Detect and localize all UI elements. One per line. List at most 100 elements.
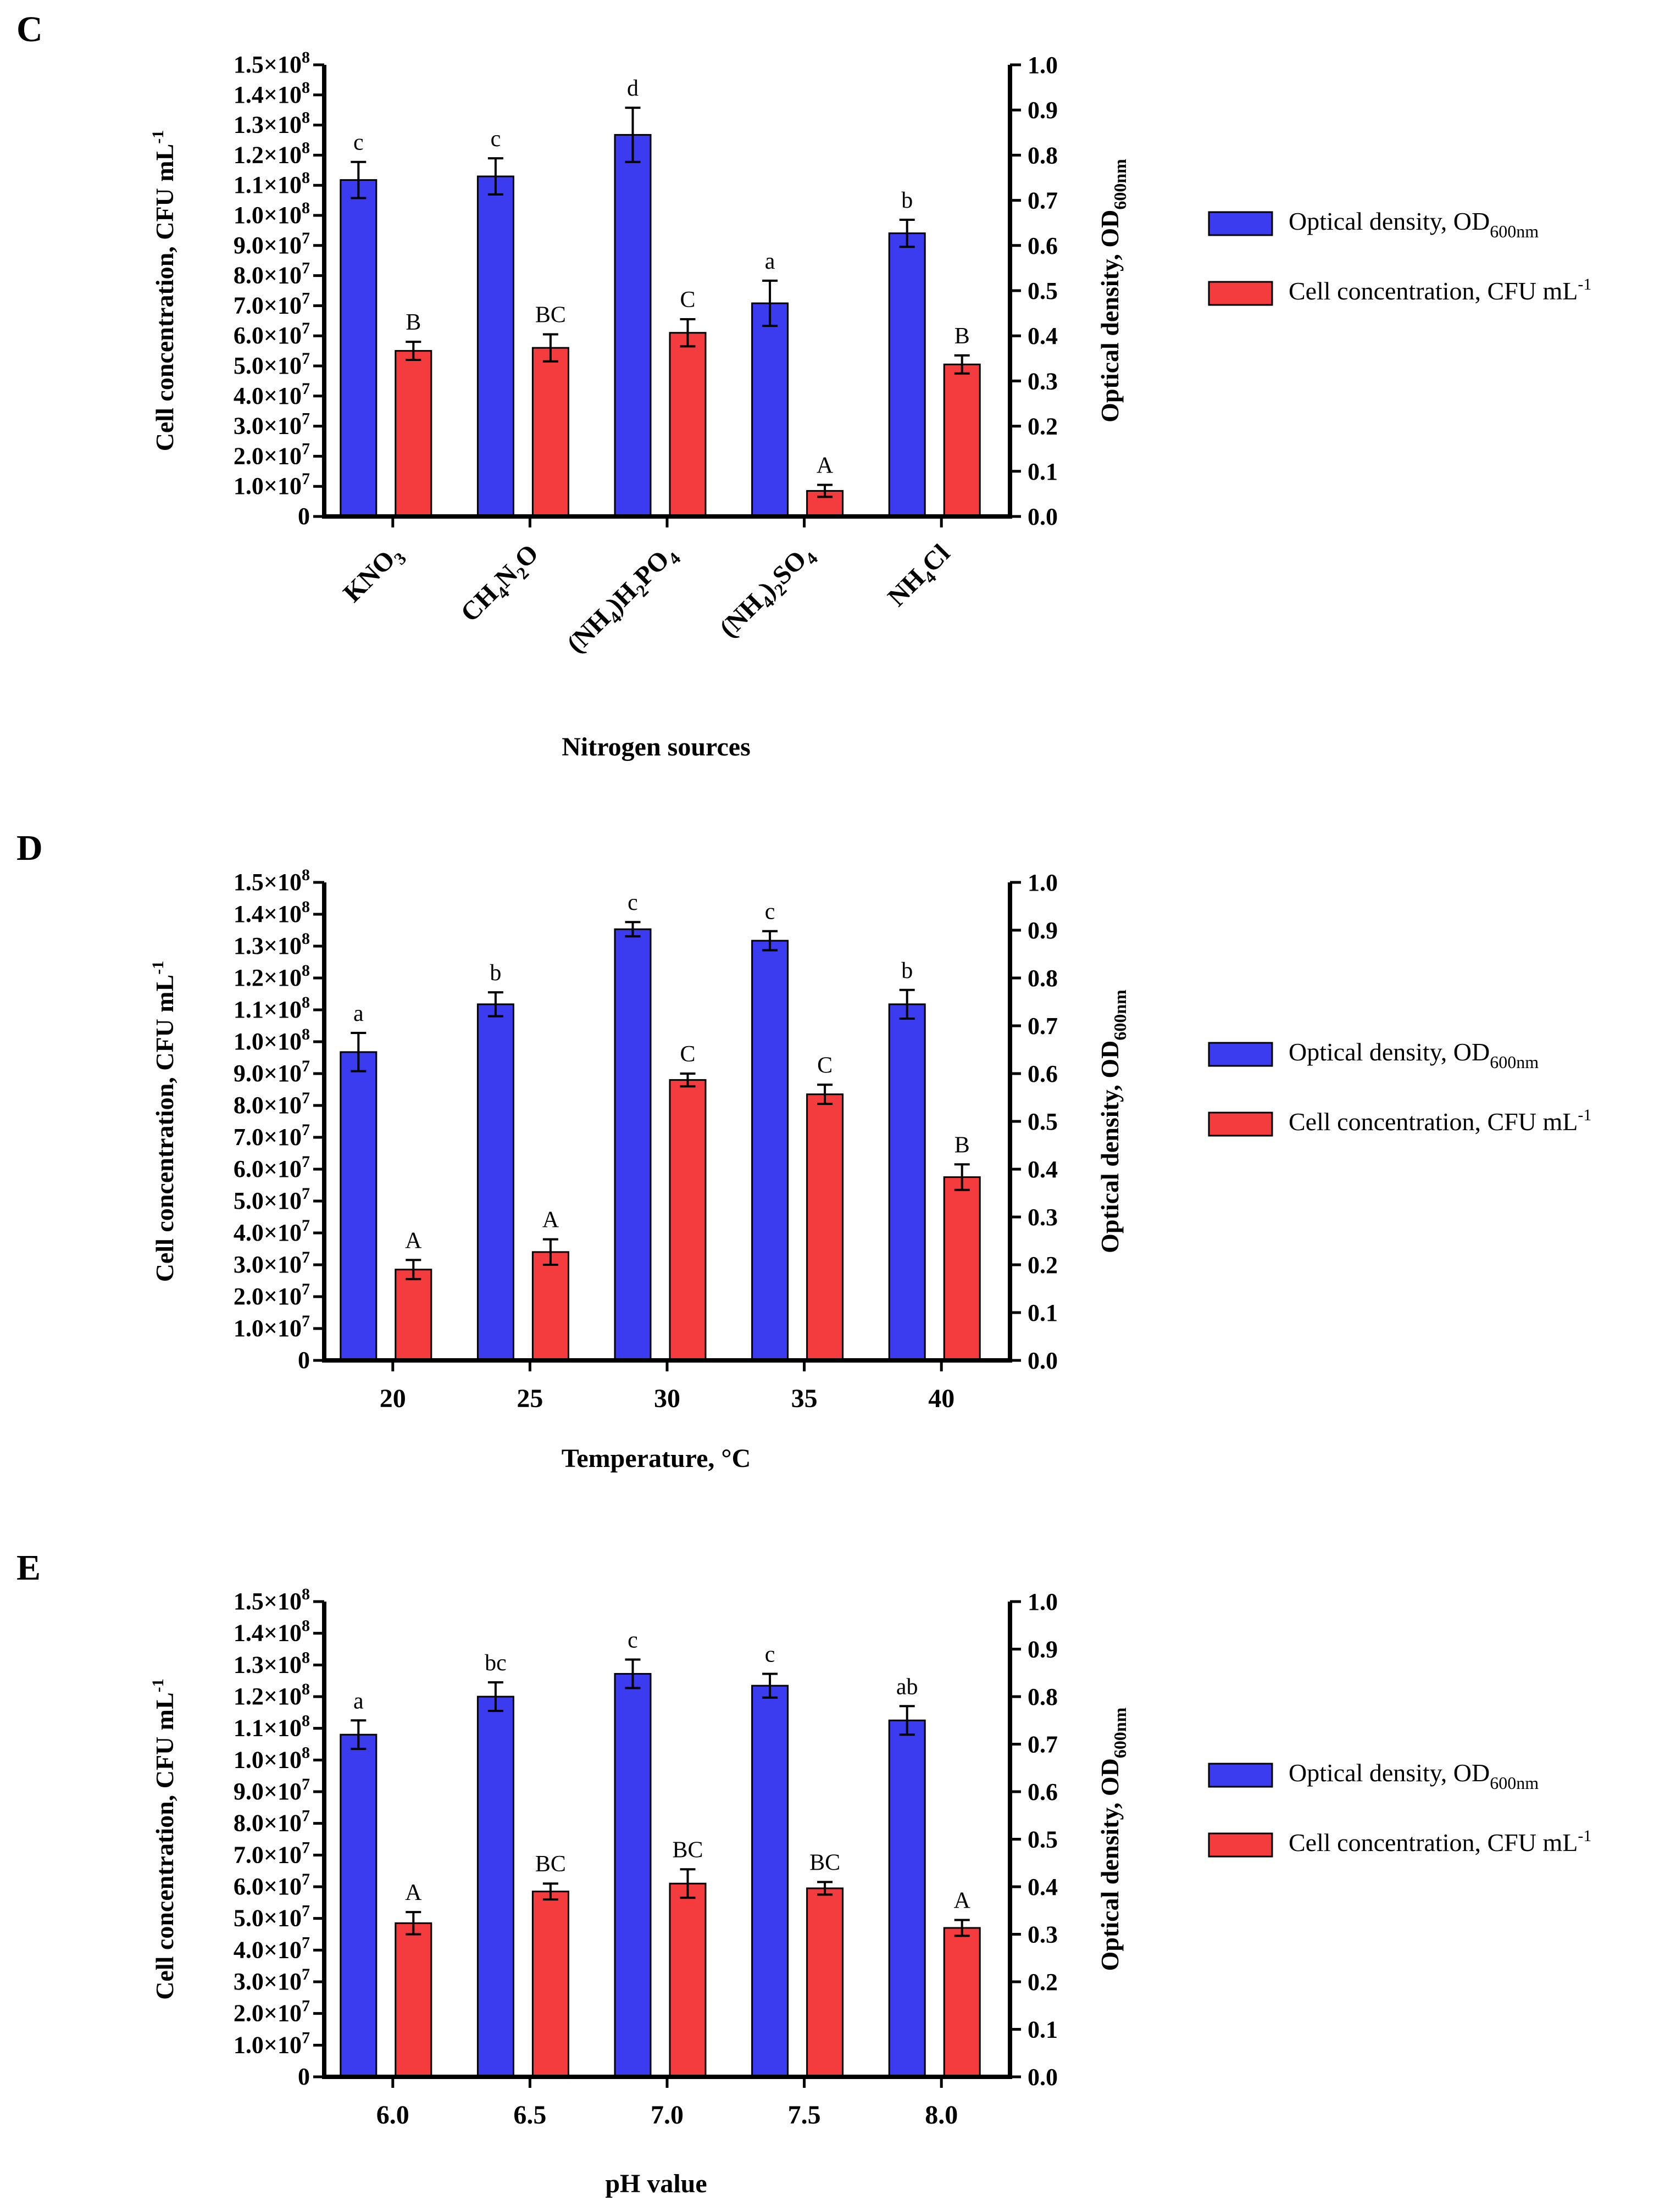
cell-bar-1 [395, 350, 432, 518]
panel-letter: C [16, 9, 43, 49]
legend-label-od: Optical density, OD600nm [1289, 1038, 1539, 1072]
legend-swatch-cell [1208, 1111, 1273, 1137]
right-tick-label: 0.6 [1028, 1060, 1058, 1087]
od-bar-2 [476, 175, 514, 518]
significance-label: b [490, 960, 501, 986]
left-tick-label: 1.5×108 [234, 1585, 310, 1615]
significance-label: B [954, 324, 970, 349]
od-bar-4 [751, 1685, 789, 2078]
right-tick-label: 1.0 [1028, 52, 1058, 79]
error-bar [542, 333, 558, 363]
category-label: 25 [517, 1384, 543, 1413]
left-tick-label: 1.0×108 [234, 199, 310, 229]
error-bar [762, 930, 778, 952]
cell-bar-5 [943, 363, 981, 518]
cell-bar-2 [531, 1891, 569, 2078]
left-tick-label: 6.0×107 [234, 319, 310, 349]
error-bar [406, 341, 421, 362]
cell-bar-5 [943, 1176, 981, 1361]
right-tick-label: 0.2 [1028, 1252, 1058, 1279]
significance-label: a [765, 249, 775, 274]
left-tick-label: 7.0×107 [234, 289, 310, 319]
left-tick-label: 5.0×107 [234, 1902, 310, 1932]
chart-panel-D: Da b c c b A A C C B 0 1.0×1072.0×1073.0×1074.0×107… [16, 828, 1591, 1473]
legend-label-od: Optical density, OD600nm [1289, 207, 1539, 241]
cell-bar-2 [531, 1251, 569, 1361]
right-tick-label: 0.3 [1028, 1204, 1058, 1231]
left-tick-label: 2.0×107 [234, 1280, 310, 1310]
cell-bar-5 [943, 1927, 981, 2078]
cell-bar-2 [531, 347, 569, 518]
error-bar [406, 1911, 421, 1936]
legend-swatch-od [1208, 1042, 1273, 1067]
legend-label-cell: Cell concentration, CFU mL-1 [1289, 275, 1591, 305]
right-tick-label: 0.7 [1028, 1731, 1058, 1758]
right-tick-label: 0.7 [1028, 187, 1058, 214]
category-label: NH4Cl [882, 538, 958, 615]
significance-label: B [406, 310, 421, 335]
left-tick-label: 1.1×108 [234, 169, 310, 198]
right-tick-label: 0.9 [1028, 1636, 1058, 1663]
category-label: 20 [380, 1384, 406, 1413]
right-tick-label: 0.0 [1028, 503, 1058, 530]
left-tick-label: 3.0×107 [234, 1248, 310, 1278]
right-tick-label: 0.7 [1028, 1013, 1058, 1040]
right-tick-label: 0.2 [1028, 1969, 1058, 1996]
left-tick-label: 9.0×107 [234, 1057, 310, 1087]
significance-label: C [817, 1053, 833, 1078]
left-tick-label: 0 [298, 2063, 310, 2090]
category-label: (NH4)2SO4 [714, 538, 822, 646]
legend-label-od: Optical density, OD600nm [1289, 1759, 1539, 1793]
legend-label-cell: Cell concentration, CFU mL-1 [1289, 1106, 1591, 1136]
right-tick-label: 0.5 [1028, 1826, 1058, 1853]
chart-panel-E: Ea bc c c ab A BC BC BC A 0 1.0×1072.0×1073.0×1074.… [16, 1548, 1591, 2198]
significance-label: A [542, 1208, 559, 1233]
right-tick-label: 0.9 [1028, 97, 1058, 124]
significance-label: BC [809, 1850, 840, 1875]
error-bar [817, 483, 833, 498]
right-tick-label: 0.3 [1028, 1921, 1058, 1948]
significance-label: c [353, 130, 364, 155]
error-bar [351, 1719, 367, 1750]
right-tick-label: 0.0 [1028, 1347, 1058, 1374]
od-bar-5 [888, 232, 926, 518]
left-tick-label: 1.0×107 [234, 1312, 310, 1342]
right-tick-label: 0.8 [1028, 965, 1058, 992]
x-axis-title: Temperature, °C [562, 1444, 751, 1473]
right-tick-label: 0.4 [1028, 1874, 1058, 1900]
error-bar [899, 988, 915, 1020]
error-bar [625, 1658, 641, 1689]
significance-label: c [765, 899, 775, 925]
significance-label: c [628, 890, 638, 915]
significance-label: a [353, 1001, 364, 1026]
legend: Optical density, OD600nm Cell concentrati… [1208, 1759, 1591, 1858]
error-bar [954, 1163, 970, 1191]
legend: Optical density, OD600nm Cell concentrati… [1208, 1038, 1591, 1137]
significance-label: A [405, 1228, 422, 1253]
significance-label: C [680, 287, 695, 313]
significance-label: BC [672, 1837, 703, 1863]
right-tick-label: 0.8 [1028, 1683, 1058, 1710]
left-tick-label: 4.0×107 [234, 380, 310, 409]
significance-label: BC [535, 1852, 566, 1877]
left-tick-label: 4.0×107 [234, 1933, 310, 1963]
left-tick-label: 1.0×108 [234, 1743, 310, 1773]
cell-bar-3 [669, 1079, 707, 1361]
error-bar [542, 1882, 558, 1901]
left-tick-label: 4.0×107 [234, 1216, 310, 1246]
error-bar [817, 1881, 833, 1896]
od-bar-3 [614, 1672, 652, 2078]
legend-swatch-od [1208, 1763, 1273, 1788]
significance-label: b [901, 188, 913, 213]
significance-label: b [901, 958, 913, 983]
right-tick-label: 0.3 [1028, 368, 1058, 394]
left-tick-label: 5.0×107 [234, 349, 310, 379]
legend: Optical density, OD600nm Cell concentrati… [1208, 207, 1591, 306]
od-bar-2 [476, 1696, 514, 2078]
left-tick-label: 6.0×107 [234, 1870, 310, 1900]
error-bar [487, 1681, 503, 1712]
left-tick-label: 7.0×107 [234, 1121, 310, 1151]
left-tick-label: 1.1×108 [234, 993, 310, 1023]
left-tick-label: 9.0×107 [234, 229, 310, 259]
left-tick-label: 1.3×108 [234, 930, 310, 959]
